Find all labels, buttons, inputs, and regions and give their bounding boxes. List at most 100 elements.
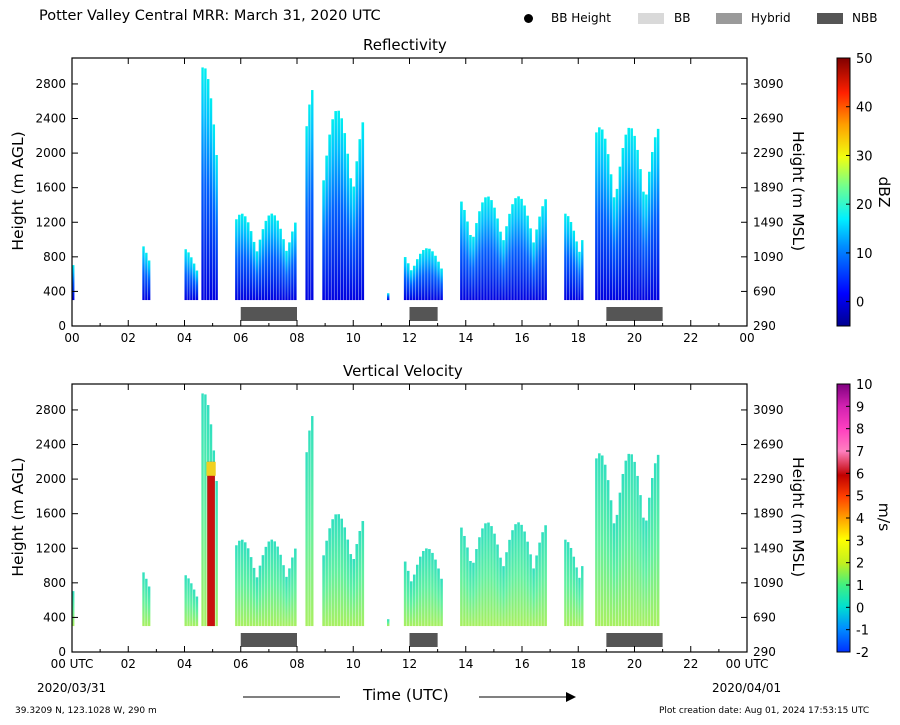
echo-column: [434, 559, 437, 627]
bright-band-bar-nbb: [240, 633, 297, 647]
legend-hybrid-label: Hybrid: [751, 11, 791, 25]
echo-column: [621, 147, 625, 301]
echo-column: [311, 416, 314, 627]
echo-column: [523, 205, 526, 301]
echo-column: [331, 119, 334, 301]
echo-column: [422, 250, 425, 301]
x-tick-label: 22: [683, 331, 698, 345]
echo-column: [305, 126, 308, 301]
echo-column: [624, 134, 628, 301]
echo-column: [487, 522, 490, 627]
echo-column: [475, 223, 478, 301]
echo-column: [627, 127, 631, 301]
echo-column: [440, 268, 443, 301]
page-title: Potter Valley Central MRR: March 31, 202…: [39, 8, 381, 24]
echo-column: [469, 561, 472, 627]
echo-column: [639, 495, 642, 627]
x-tick-label: 10: [346, 331, 361, 345]
echo-column: [258, 239, 262, 301]
echo-column: [621, 473, 625, 627]
echo-column: [612, 523, 616, 627]
echo-column: [147, 260, 151, 301]
echo-column: [343, 133, 347, 301]
x-tick-label: 04: [177, 657, 192, 671]
colorbar-tick-label: -2: [856, 646, 869, 661]
bright-band-bar-nbb: [409, 307, 438, 321]
bright-band-bar-nbb: [240, 307, 297, 321]
echo-column: [484, 197, 487, 301]
x-tick-label: 02: [121, 657, 136, 671]
echo-column: [355, 161, 359, 301]
legend-hybrid-swatch: [716, 13, 742, 24]
echo-column: [606, 154, 610, 301]
echo-column: [282, 239, 285, 301]
echo-column: [466, 547, 469, 627]
echo-column: [204, 394, 207, 627]
msl-tick-label: 2290: [753, 472, 784, 486]
msl-tick-label: 1090: [753, 576, 784, 590]
echo-column: [656, 128, 660, 301]
echo-column: [541, 532, 544, 627]
echo-column: [598, 453, 601, 627]
echo-column: [340, 518, 344, 627]
msl-tick-label: 1890: [753, 181, 784, 195]
colorbar-tick-label: 1: [856, 579, 864, 594]
agl-tick-label: 400: [43, 284, 66, 298]
echo-column: [648, 171, 651, 301]
echo-column: [526, 215, 529, 301]
echo-column: [656, 454, 660, 627]
colorbar-tick-label: 0: [856, 601, 864, 616]
echo-column: [285, 250, 288, 301]
echo-column: [192, 589, 196, 627]
echo-column: [406, 263, 410, 301]
echo-column: [499, 557, 502, 627]
echo-column: [630, 454, 633, 627]
echo-column: [279, 554, 282, 627]
echo-column: [567, 216, 570, 301]
echo-column: [192, 263, 196, 301]
colorbar-tick-label: 10: [856, 247, 873, 262]
echo-column: [478, 537, 481, 627]
end-date: 2020/04/01: [712, 681, 782, 695]
echo-column: [431, 251, 434, 301]
echo-column: [207, 79, 210, 301]
x-tick-label: 20: [627, 657, 642, 671]
echo-column: [440, 578, 443, 627]
echo-column: [209, 98, 213, 301]
start-date: 2020/03/31: [37, 681, 107, 695]
echo-column: [238, 540, 241, 627]
echo-column: [204, 68, 207, 301]
reflectivity-title: Reflectivity: [363, 36, 447, 54]
echo-column: [541, 206, 544, 301]
colorbar: [836, 57, 851, 327]
legend-bb-swatch: [638, 13, 664, 24]
echo-column: [273, 215, 276, 301]
velocity-title: Vertical Velocity: [343, 362, 463, 380]
echo-column: [544, 199, 547, 301]
agl-tick-label: 2800: [35, 403, 66, 417]
echo-column: [337, 110, 340, 301]
echo-column: [595, 458, 598, 627]
echo-column: [514, 198, 517, 301]
echo-column: [463, 209, 466, 301]
x-tick-label: 18: [571, 331, 586, 345]
agl-tick-label: 0: [58, 645, 66, 659]
echo-column: [431, 552, 434, 627]
echo-column: [352, 558, 356, 627]
echo-column: [581, 566, 584, 627]
echo-column: [538, 216, 541, 301]
colorbar-tick-label: 5: [856, 490, 864, 505]
echo-column: [238, 214, 241, 301]
echo-column: [493, 207, 496, 301]
echo-column: [72, 591, 75, 627]
echo-column: [645, 520, 648, 627]
echo-column: [243, 542, 247, 627]
echo-column: [618, 166, 622, 301]
echo-column: [252, 241, 256, 301]
echo-column: [544, 525, 547, 627]
echo-column: [305, 452, 308, 627]
echo-column: [538, 542, 541, 627]
echo-column: [403, 561, 407, 627]
echo-column: [328, 528, 331, 627]
echo-column: [147, 586, 151, 627]
